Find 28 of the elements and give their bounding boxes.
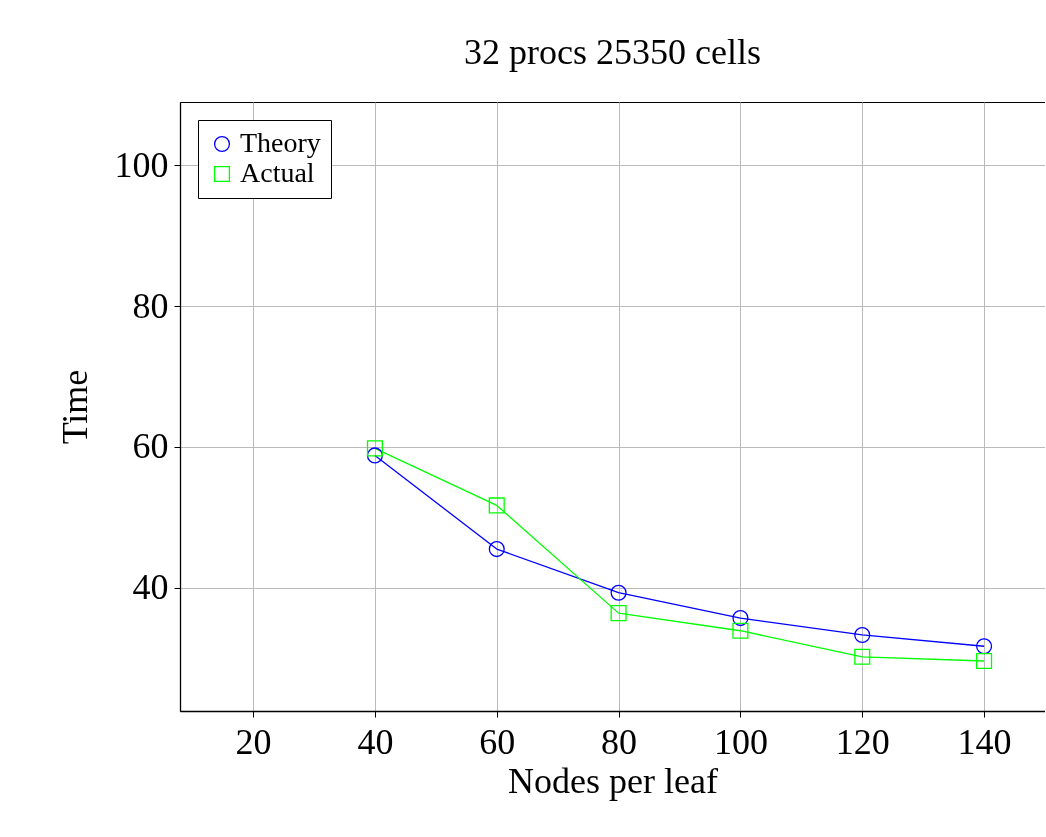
x-tick-label: 100 (713, 721, 768, 762)
point (610, 605, 627, 622)
x-tick-label: 40 (357, 721, 394, 762)
point (488, 497, 505, 514)
x-tick-label: 20 (235, 721, 272, 762)
point (610, 584, 627, 601)
point (732, 622, 749, 639)
x-tick-label: 120 (835, 721, 890, 762)
y-tick-label: 40 (132, 567, 169, 608)
y-tick-label: 100 (114, 144, 169, 185)
point (854, 648, 871, 665)
legend-label: Actual (240, 157, 315, 188)
chart-title: 32 procs 25350 cells (464, 32, 761, 72)
point (976, 638, 993, 655)
legend-label: Theory (240, 127, 321, 158)
point (488, 541, 505, 558)
point (732, 610, 749, 627)
y-axis-title: Time (54, 369, 95, 445)
point (976, 652, 993, 670)
point (366, 447, 383, 464)
y-tick-label: 80 (132, 285, 169, 326)
x-tick-label: 80 (601, 721, 638, 762)
point (854, 626, 871, 644)
x-tick-label: 60 (479, 721, 516, 762)
x-tick-label: 140 (957, 721, 1012, 762)
x-axis-title: Nodes per leaf (508, 760, 718, 801)
y-tick-label: 60 (132, 426, 169, 467)
point (366, 440, 383, 457)
